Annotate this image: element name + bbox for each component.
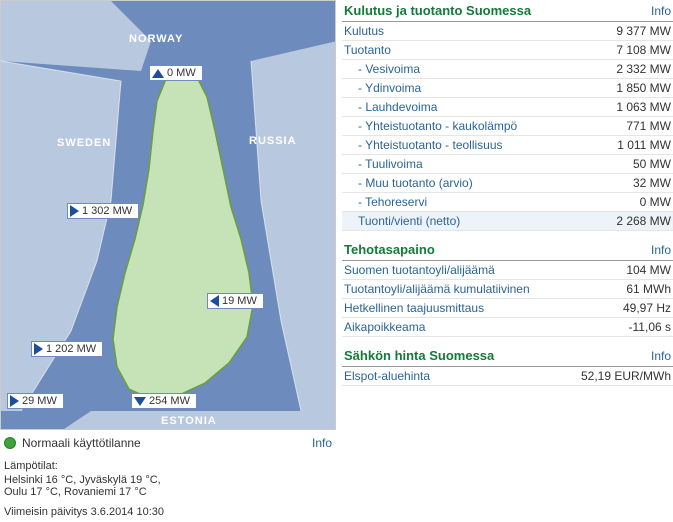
label-estonia: ESTONIA bbox=[161, 415, 217, 427]
row-label: Kulutus bbox=[344, 24, 384, 38]
row-label: - Muu tuotanto (arvio) bbox=[344, 176, 473, 190]
row-label: - Tehoreservi bbox=[344, 195, 427, 209]
row-label: Aikapoikkeama bbox=[344, 320, 425, 334]
section-production-head: Kulutus ja tuotanto Suomessa Info bbox=[342, 0, 673, 22]
row-label: - Yhteistuotanto - kaukolämpö bbox=[344, 119, 517, 133]
status-dot-icon bbox=[4, 437, 16, 449]
row-value: 1 063 MW bbox=[616, 100, 671, 114]
arrow-icon bbox=[34, 343, 43, 355]
section-title: Tehotasapaino bbox=[344, 242, 435, 257]
row-label: - Lauhdevoima bbox=[344, 100, 437, 114]
row-label: Suomen tuotantoyli/alijäämä bbox=[344, 263, 495, 277]
flow-value: 19 MW bbox=[222, 295, 257, 307]
data-column: Kulutus ja tuotanto Suomessa Info Kulutu… bbox=[336, 0, 673, 454]
row-value: 1 850 MW bbox=[616, 81, 671, 95]
temp-line: Helsinki 16 °C, Jyväskylä 19 °C, Oulu 17… bbox=[4, 474, 669, 498]
data-row: Aikapoikkeama -11,06 s bbox=[342, 318, 673, 337]
temp-lead: Lämpötilat: bbox=[4, 460, 669, 472]
section-price-body: Elspot-aluehinta 52,19 EUR/MWh bbox=[342, 367, 673, 386]
balance-info-link[interactable]: Info bbox=[651, 243, 671, 257]
row-value: 0 MW bbox=[640, 195, 671, 209]
arrow-icon bbox=[152, 69, 164, 78]
data-row: Tuonti/vienti (netto) 2 268 MW bbox=[342, 212, 673, 231]
arrow-icon bbox=[210, 295, 219, 307]
data-row: Tuotantoyli/alijäämä kumulatiivinen 61 MW… bbox=[342, 280, 673, 299]
flow-sweden-extra: 29 MW bbox=[7, 393, 64, 409]
flow-estonia: 254 MW bbox=[131, 393, 197, 409]
row-value: 61 MWh bbox=[626, 282, 671, 296]
row-value: -11,06 s bbox=[629, 320, 671, 334]
row-value: 49,97 Hz bbox=[623, 301, 671, 315]
section-price-head: Sähkön hinta Suomessa Info bbox=[342, 345, 673, 367]
row-label: Tuotantoyli/alijäämä kumulatiivinen bbox=[344, 282, 530, 296]
row-label: - Yhteistuotanto - teollisuus bbox=[344, 138, 503, 152]
section-production-body: Kulutus 9 377 MW Tuotanto 7 108 MW - Vesivoi… bbox=[342, 22, 673, 231]
flow-value: 254 MW bbox=[149, 395, 190, 407]
data-row: - Ydinvoima 1 850 MW bbox=[342, 79, 673, 98]
status-text: Normaali käyttötilanne bbox=[22, 436, 141, 450]
section-balance-body: Suomen tuotantoyli/alijäämä 104 MW Tuotant… bbox=[342, 261, 673, 337]
row-value: 1 011 MW bbox=[617, 138, 671, 152]
flow-value: 29 MW bbox=[22, 395, 57, 407]
label-sweden: SWEDEN bbox=[57, 137, 111, 149]
arrow-icon bbox=[10, 395, 19, 407]
row-label: - Ydinvoima bbox=[344, 81, 421, 95]
data-row: - Vesivoima 2 332 MW bbox=[342, 60, 673, 79]
row-label: Tuonti/vienti (netto) bbox=[344, 214, 460, 228]
data-row: Elspot-aluehinta 52,19 EUR/MWh bbox=[342, 367, 673, 386]
flow-russia: 19 MW bbox=[207, 293, 264, 309]
arrow-icon bbox=[70, 205, 79, 217]
map-column: NORWAY SWEDEN RUSSIA ESTONIA 0 MW 1 302 … bbox=[0, 0, 336, 454]
row-label: - Vesivoima bbox=[344, 62, 420, 76]
flow-value: 1 302 MW bbox=[82, 205, 132, 217]
data-row: - Muu tuotanto (arvio) 32 MW bbox=[342, 174, 673, 193]
section-title: Kulutus ja tuotanto Suomessa bbox=[344, 3, 531, 18]
footer: Lämpötilat: Helsinki 16 °C, Jyväskylä 19… bbox=[0, 454, 673, 518]
flow-value: 1 202 MW bbox=[46, 343, 96, 355]
production-info-link[interactable]: Info bbox=[651, 4, 671, 18]
flow-sweden-south: 1 202 MW bbox=[31, 341, 103, 357]
label-norway: NORWAY bbox=[129, 33, 183, 45]
row-label: Tuotanto bbox=[344, 43, 391, 57]
arrow-icon bbox=[134, 397, 146, 406]
last-updated: Viimeisin päivitys 3.6.2014 10:30 bbox=[4, 506, 669, 518]
row-label: Elspot-aluehinta bbox=[344, 369, 430, 383]
row-value: 104 MW bbox=[626, 263, 671, 277]
section-balance-head: Tehotasapaino Info bbox=[342, 239, 673, 261]
flow-norway: 0 MW bbox=[149, 65, 203, 81]
power-flow-map: NORWAY SWEDEN RUSSIA ESTONIA 0 MW 1 302 … bbox=[0, 0, 336, 430]
row-value: 7 108 MW bbox=[616, 43, 671, 57]
flow-value: 0 MW bbox=[167, 67, 196, 79]
data-row: Tuotanto 7 108 MW bbox=[342, 41, 673, 60]
data-row: Suomen tuotantoyli/alijäämä 104 MW bbox=[342, 261, 673, 280]
row-label: Hetkellinen taajuusmittaus bbox=[344, 301, 484, 315]
row-label: - Tuulivoima bbox=[344, 157, 423, 171]
flow-sweden-north: 1 302 MW bbox=[67, 203, 139, 219]
row-value: 771 MW bbox=[626, 119, 671, 133]
data-row: - Yhteistuotanto - kaukolämpö 771 MW bbox=[342, 117, 673, 136]
price-info-link[interactable]: Info bbox=[651, 349, 671, 363]
row-value: 2 332 MW bbox=[616, 62, 671, 76]
label-russia: RUSSIA bbox=[249, 135, 297, 147]
row-value: 52,19 EUR/MWh bbox=[581, 369, 671, 383]
data-row: - Lauhdevoima 1 063 MW bbox=[342, 98, 673, 117]
data-row: - Tuulivoima 50 MW bbox=[342, 155, 673, 174]
data-row: - Yhteistuotanto - teollisuus 1 011 MW bbox=[342, 136, 673, 155]
data-row: - Tehoreservi 0 MW bbox=[342, 193, 673, 212]
data-row: Hetkellinen taajuusmittaus 49,97 Hz bbox=[342, 299, 673, 318]
row-value: 32 MW bbox=[633, 176, 671, 190]
section-title: Sähkön hinta Suomessa bbox=[344, 348, 494, 363]
row-value: 9 377 MW bbox=[616, 24, 671, 38]
grid-status: Normaali käyttötilanne bbox=[4, 436, 141, 450]
row-value: 50 MW bbox=[633, 157, 671, 171]
row-value: 2 268 MW bbox=[616, 214, 671, 228]
data-row: Kulutus 9 377 MW bbox=[342, 22, 673, 41]
map-info-link[interactable]: Info bbox=[312, 436, 332, 450]
